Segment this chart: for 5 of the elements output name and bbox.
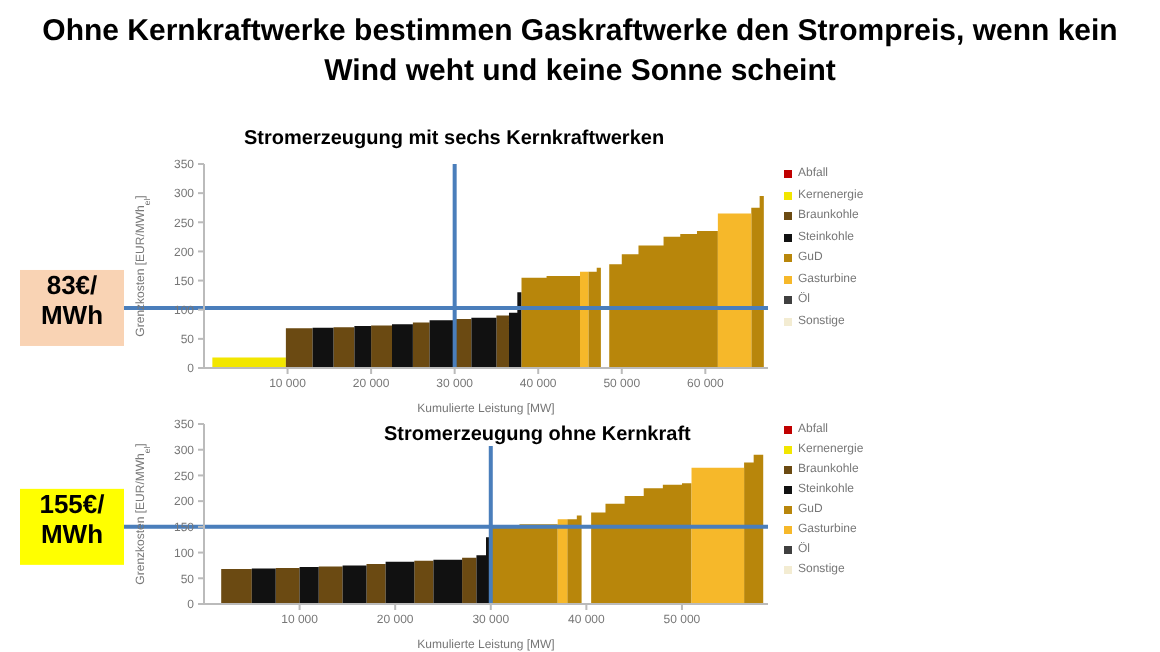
chart-subtitle: Stromerzeugung mit sechs Kernkraftwerken	[240, 128, 669, 150]
ref-line-label: 83€/ MWh	[40, 269, 104, 330]
chart-title: Stromerzeugung ohne Kernkraft	[380, 424, 695, 446]
chart-title: Ohne Kernkraftwerke bestimmen Gaskraftwerke den Strompreis, wenn kein Wind weht und keine Sonne scheint	[40, 12, 1120, 92]
ref-line-label: 155€/ MWh	[39, 488, 106, 549]
